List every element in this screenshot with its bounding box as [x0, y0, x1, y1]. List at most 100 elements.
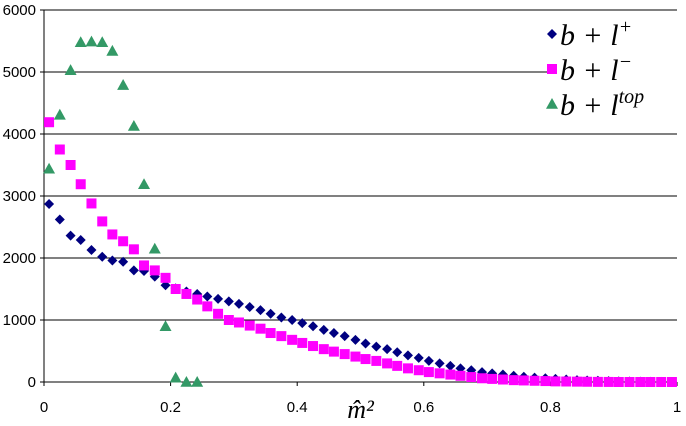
x-tick-label: 1 [673, 399, 681, 416]
data-point-series-2 [508, 375, 519, 386]
data-point-series-2 [487, 373, 498, 384]
gridlines [44, 9, 677, 321]
y-tick-label: 1000 [3, 312, 36, 329]
data-point-series-2 [455, 370, 466, 381]
data-point-series-2 [244, 320, 255, 331]
data-point-series-2 [128, 244, 139, 255]
data-point-series-2 [413, 365, 424, 376]
data-point-series-2 [287, 334, 298, 345]
data-point-series-2 [613, 377, 624, 387]
data-point-series-1 [423, 355, 434, 366]
legend-label-3: b + ltop [560, 86, 644, 122]
data-point-series-1 [75, 235, 86, 246]
data-point-series-2 [666, 377, 677, 387]
data-point-series-3 [127, 119, 140, 131]
data-point-series-1 [402, 350, 413, 361]
data-point-series-2 [371, 355, 382, 366]
data-point-series-2 [213, 308, 224, 319]
data-point-series-1 [287, 315, 298, 325]
data-point-series-1 [413, 352, 424, 363]
data-point-series-2 [255, 323, 266, 334]
data-point-series-2 [233, 317, 244, 328]
data-point-series-1 [233, 298, 244, 309]
tick-labels: 0 1000 2000 3000 4000 5000 6000 0 0.2 0.4 0.6 0.8 1 [3, 2, 682, 416]
data-point-series-3 [159, 320, 172, 331]
data-point-series-2 [107, 229, 118, 240]
data-point-series-3 [117, 79, 130, 90]
data-point-series-2 [223, 315, 234, 325]
data-point-series-3 [138, 178, 151, 190]
data-point-series-2 [360, 354, 371, 365]
data-point-series-1 [350, 334, 361, 345]
data-point-series-2 [139, 260, 150, 271]
data-points [43, 35, 677, 387]
data-point-series-1 [276, 312, 287, 323]
legend-label-2: b + l− [560, 51, 632, 87]
data-point-series-2 [382, 358, 393, 369]
data-point-series-2 [423, 367, 434, 378]
y-tick-label: 6000 [3, 2, 36, 19]
data-point-series-2 [202, 301, 213, 312]
data-point-series-3 [74, 36, 87, 48]
y-tick-label: 5000 [3, 64, 36, 81]
data-point-series-2 [160, 272, 171, 283]
data-point-series-1 [371, 341, 382, 352]
legend-label-1: b + l+ [560, 16, 632, 52]
data-point-series-2 [192, 294, 203, 305]
data-point-series-2 [518, 375, 529, 386]
data-point-series-3 [53, 108, 66, 120]
data-point-series-1 [360, 338, 371, 349]
data-point-series-1 [328, 328, 339, 339]
legend-marker-3 [546, 98, 558, 109]
data-point-series-3 [191, 376, 204, 387]
data-point-series-2 [350, 351, 361, 362]
data-point-series-1 [318, 324, 329, 335]
data-point-series-1 [297, 318, 308, 329]
data-point-series-1 [44, 199, 55, 210]
data-point-series-1 [308, 321, 319, 332]
data-point-series-2 [118, 236, 129, 247]
data-point-series-2 [265, 328, 276, 339]
axis-labels: m̂² [347, 395, 375, 424]
legend-marker-2 [547, 64, 557, 74]
data-point-series-1 [86, 244, 97, 255]
data-point-series-1 [107, 255, 118, 266]
data-point-series-2 [582, 376, 593, 387]
data-point-series-2 [170, 284, 181, 294]
data-point-series-1 [213, 293, 224, 304]
data-point-series-2 [392, 360, 403, 371]
x-tick-label: 0 [40, 399, 48, 416]
data-point-series-2 [339, 349, 350, 360]
data-point-series-1 [118, 256, 129, 267]
data-point-series-2 [592, 376, 603, 387]
data-point-series-2 [624, 377, 635, 387]
data-point-series-3 [85, 35, 98, 47]
data-point-series-1 [434, 358, 445, 369]
data-point-series-1 [54, 214, 65, 225]
data-point-series-2 [466, 372, 477, 383]
data-point-series-1 [244, 301, 255, 312]
data-point-series-2 [97, 216, 108, 227]
data-point-series-3 [180, 376, 193, 387]
y-tick-label: 2000 [3, 250, 36, 267]
data-point-series-2 [328, 346, 339, 357]
data-point-series-2 [308, 341, 319, 352]
data-point-series-2 [635, 377, 646, 387]
data-point-series-2 [297, 337, 308, 348]
data-point-series-1 [265, 308, 276, 319]
data-point-series-1 [97, 251, 108, 262]
y-tick-label: 4000 [3, 126, 36, 143]
data-point-series-2 [65, 160, 76, 170]
data-point-series-2 [603, 376, 614, 387]
legend-background [548, 55, 684, 85]
data-point-series-2 [656, 377, 667, 387]
data-point-series-1 [382, 344, 393, 355]
data-point-series-2 [44, 117, 55, 128]
data-point-series-1 [445, 360, 456, 371]
data-point-series-3 [64, 64, 77, 75]
y-tick-label: 0 [28, 374, 36, 391]
data-point-series-2 [86, 198, 97, 209]
data-point-series-2 [477, 373, 488, 384]
data-point-series-2 [497, 374, 508, 385]
